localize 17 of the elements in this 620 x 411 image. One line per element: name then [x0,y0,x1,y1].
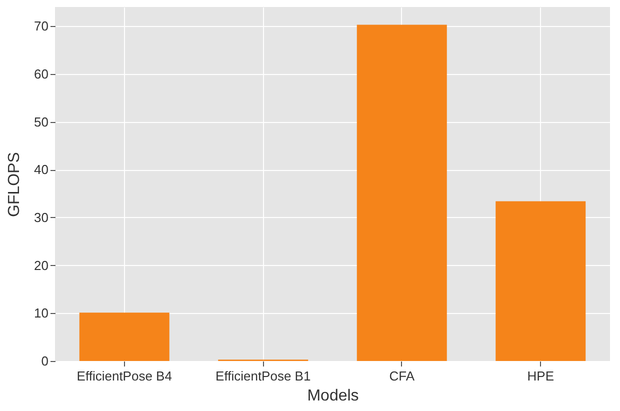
y-tick-label: 0 [41,354,48,368]
bar [496,201,586,361]
x-tick-label: CFA [389,368,415,384]
y-tick-label: 10 [34,306,48,321]
y-tick-label: 30 [34,210,48,225]
y-tick-label: 50 [34,114,48,130]
y-tick-label: 60 [34,66,48,82]
x-tick-label: EfficientPose B1 [216,368,311,384]
y-axis-title: GFLOPS [6,152,24,217]
x-tick-label: EfficientPose B4 [76,368,172,384]
x-axis-title: Models [307,388,359,404]
bar [79,312,170,361]
y-tick-label: 70 [34,18,48,34]
y-tick-label: 40 [34,162,48,178]
bar [356,24,447,361]
y-tick-label: 20 [34,258,48,273]
x-tick-label: HPE [527,368,554,384]
